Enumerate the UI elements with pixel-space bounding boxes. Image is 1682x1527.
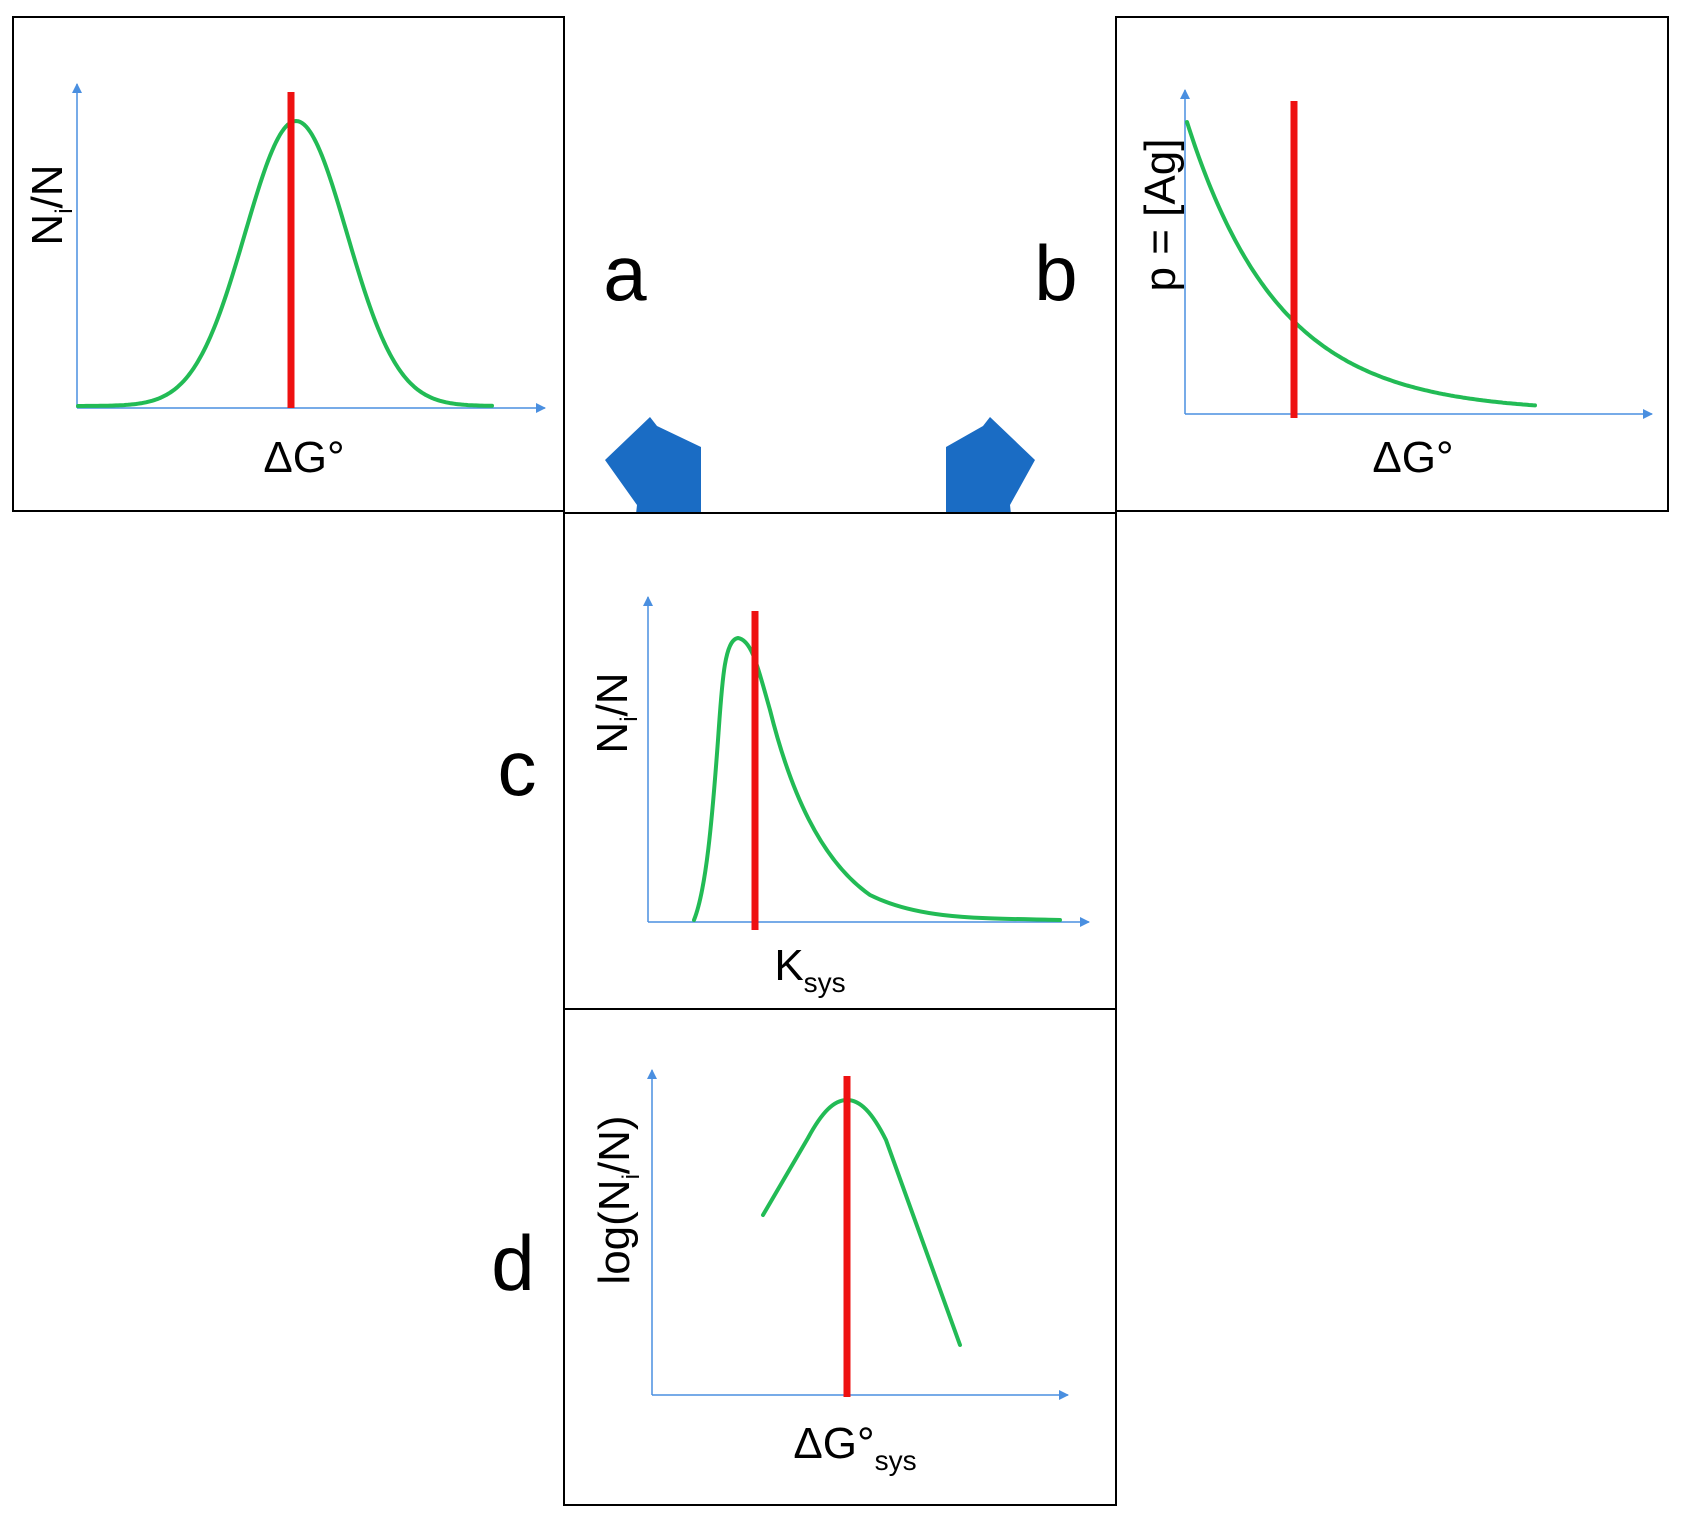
panel-a: Ni/N ΔG° — [12, 16, 565, 512]
panel-d-frame — [563, 1008, 1117, 1506]
panel-b-y-label: p = [Ag] — [1136, 139, 1185, 292]
panel-a-frame — [12, 16, 565, 512]
panel-d-y-label: log(Ni/N) — [590, 1115, 645, 1284]
panel-d-curve — [761, 1098, 962, 1347]
panel-c-y-label: Ni/N — [588, 672, 643, 753]
panel-a-letter: a — [603, 229, 647, 317]
panel-d: log(Ni/N) ΔG°sys — [563, 1008, 1117, 1506]
arrow-b-to-c — [946, 417, 1035, 514]
panel-c-letter: c — [498, 724, 537, 812]
panel-b: p = [Ag] ΔG° — [1115, 16, 1669, 512]
panel-a-curve — [76, 119, 494, 408]
panel-d-letter: d — [491, 1219, 534, 1307]
panel-c-x-label: Ksys — [774, 941, 845, 998]
arrow-a-to-c — [605, 417, 701, 514]
panel-b-x-label: ΔG° — [1372, 433, 1453, 482]
panel-c: Ni/N Ksys — [563, 512, 1117, 1010]
panel-b-letter: b — [1034, 229, 1077, 317]
panel-d-x-label: ΔG°sys — [793, 1419, 916, 1476]
panel-c-frame — [563, 512, 1117, 1010]
panel-b-curve — [1185, 120, 1537, 408]
panel-a-y-label: Ni/N — [23, 164, 78, 245]
panel-c-curve — [692, 636, 1062, 922]
panel-b-frame — [1115, 16, 1669, 512]
panel-a-x-label: ΔG° — [263, 433, 344, 482]
